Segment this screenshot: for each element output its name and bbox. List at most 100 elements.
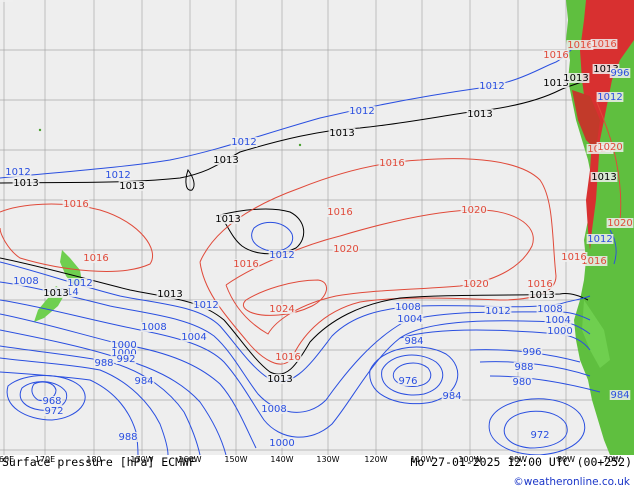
pressure-label-bg <box>441 391 463 401</box>
pressure-label-bg <box>528 290 556 300</box>
valid-time: Mo 27-01-2025 12:00 UTC (00+252) <box>410 455 632 469</box>
longitude-label: 110W <box>410 455 434 464</box>
pressure-label: 1012 <box>587 234 612 245</box>
pressure-label-bg <box>542 78 570 88</box>
pressure-label-bg <box>110 340 138 350</box>
pressure-label: 1012 <box>485 306 510 317</box>
pressure-label: 1013 <box>215 214 240 225</box>
longitude-label: 90W <box>508 455 528 464</box>
pressure-label: 1013 <box>591 172 616 183</box>
andes-relief <box>572 90 600 150</box>
pressure-label-bg <box>268 250 296 260</box>
pressure-label: 1012 <box>5 167 30 178</box>
pressure-label: 972 <box>530 430 549 441</box>
isobar-lines <box>0 43 622 455</box>
pressure-label-bg <box>180 332 208 342</box>
pressure-label: 1020 <box>461 205 486 216</box>
pressure-label-bg <box>104 170 132 180</box>
pressure-label: 1016 <box>561 252 586 263</box>
pressure-label-bg <box>521 347 543 357</box>
patagonia-land <box>582 300 610 368</box>
pressure-label-bg <box>478 81 506 91</box>
longitude-label: 140W <box>270 455 294 464</box>
pressure-label-bg <box>118 181 146 191</box>
ocean-background <box>0 0 634 455</box>
pressure-label: 984 <box>134 376 153 387</box>
pressure-label-bg <box>590 172 618 182</box>
pressure-label: 1016 <box>591 39 616 50</box>
pressure-label-bg <box>12 276 40 286</box>
pressure-label-bg <box>606 218 634 228</box>
pressure-label-bg <box>328 128 356 138</box>
pressure-label: 1008 <box>395 302 420 313</box>
pressure-label: 1024 <box>269 304 294 315</box>
pressure-label-bg <box>62 199 90 209</box>
longitude-label: 160E <box>0 455 15 464</box>
pressure-label: 1020 <box>607 218 632 229</box>
pressure-label: 1004 <box>181 332 206 343</box>
pressure-label: 1013 <box>119 181 144 192</box>
pressure-label-bg <box>460 205 488 215</box>
pressure-label: 1008 <box>261 404 286 415</box>
pressure-label: 1016 <box>581 256 606 267</box>
pressure-label-bg <box>394 302 422 312</box>
pressure-label: 1008 <box>141 322 166 333</box>
pressure-label: 1016 <box>527 279 552 290</box>
pressure-label: 1016 <box>83 253 108 264</box>
pressure-label: 1013 <box>563 73 588 84</box>
pressure-label: 1020 <box>597 142 622 153</box>
pressure-label-bg <box>230 137 258 147</box>
pressure-label-bg <box>566 40 594 50</box>
pressure-label: 1013 <box>467 109 492 120</box>
pressure-label-bg <box>156 289 184 299</box>
pressure-label: 1016 <box>275 352 300 363</box>
pressure-label: 996 <box>610 68 629 79</box>
pressure-label-bg <box>41 396 63 406</box>
pressure-label: 988 <box>514 362 533 373</box>
longitude-label: 150W <box>224 455 248 464</box>
pressure-label-bg <box>117 432 139 442</box>
pressure-label-bg <box>42 288 70 298</box>
island-dot <box>38 128 42 132</box>
pressure-label: 988 <box>118 432 137 443</box>
pressure-label-bg <box>140 322 168 332</box>
pressure-label-bg <box>560 252 588 262</box>
pressure-label: 1016 <box>379 158 404 169</box>
longitude-label: 120W <box>364 455 388 464</box>
pressure-label-bg <box>214 214 242 224</box>
pressure-label-bg <box>592 64 620 74</box>
pressure-label: 1013 <box>213 155 238 166</box>
pressure-label: 984 <box>442 391 461 402</box>
credit-link[interactable]: ©weatheronline.co.uk <box>513 476 630 488</box>
pressure-label: 968 <box>42 396 61 407</box>
pressure-label: 1012 <box>231 137 256 148</box>
pressure-label-bg <box>4 167 32 177</box>
pressure-label-bg <box>43 406 65 416</box>
pressure-label: 1013 <box>329 128 354 139</box>
pressure-label: 1000 <box>111 340 136 351</box>
pressure-label-bg <box>268 304 296 314</box>
longitude-label: 160W <box>178 455 202 464</box>
pressure-label: 1020 <box>463 279 488 290</box>
pressure-label: 1000 <box>111 348 136 359</box>
pressure-label-bg <box>580 256 608 266</box>
pressure-label-bg <box>378 158 406 168</box>
map-caption: Surface pressure [hPa] ECMWF <box>2 455 196 469</box>
island-dot <box>298 143 302 147</box>
pressure-label: 1000 <box>547 326 572 337</box>
pressure-label-bg <box>462 279 490 289</box>
longitude-label: 170E <box>34 455 56 464</box>
pressure-label-bg <box>609 390 631 400</box>
pressure-label-bg <box>396 314 424 324</box>
footer-bar: 160E 170E 180 170W 160W 150W 140W 130W 120W 110W 1… <box>0 455 634 490</box>
pressure-label-bg <box>192 300 220 310</box>
pressure-label: 1004 <box>397 314 422 325</box>
pressure-label: 996 <box>522 347 541 358</box>
pressure-label-bg <box>403 336 425 346</box>
pressure-label-bg <box>66 278 94 288</box>
pressure-label-bg <box>536 304 564 314</box>
pressure-label: 1013 <box>157 289 182 300</box>
pressure-label: 1004 <box>545 315 570 326</box>
